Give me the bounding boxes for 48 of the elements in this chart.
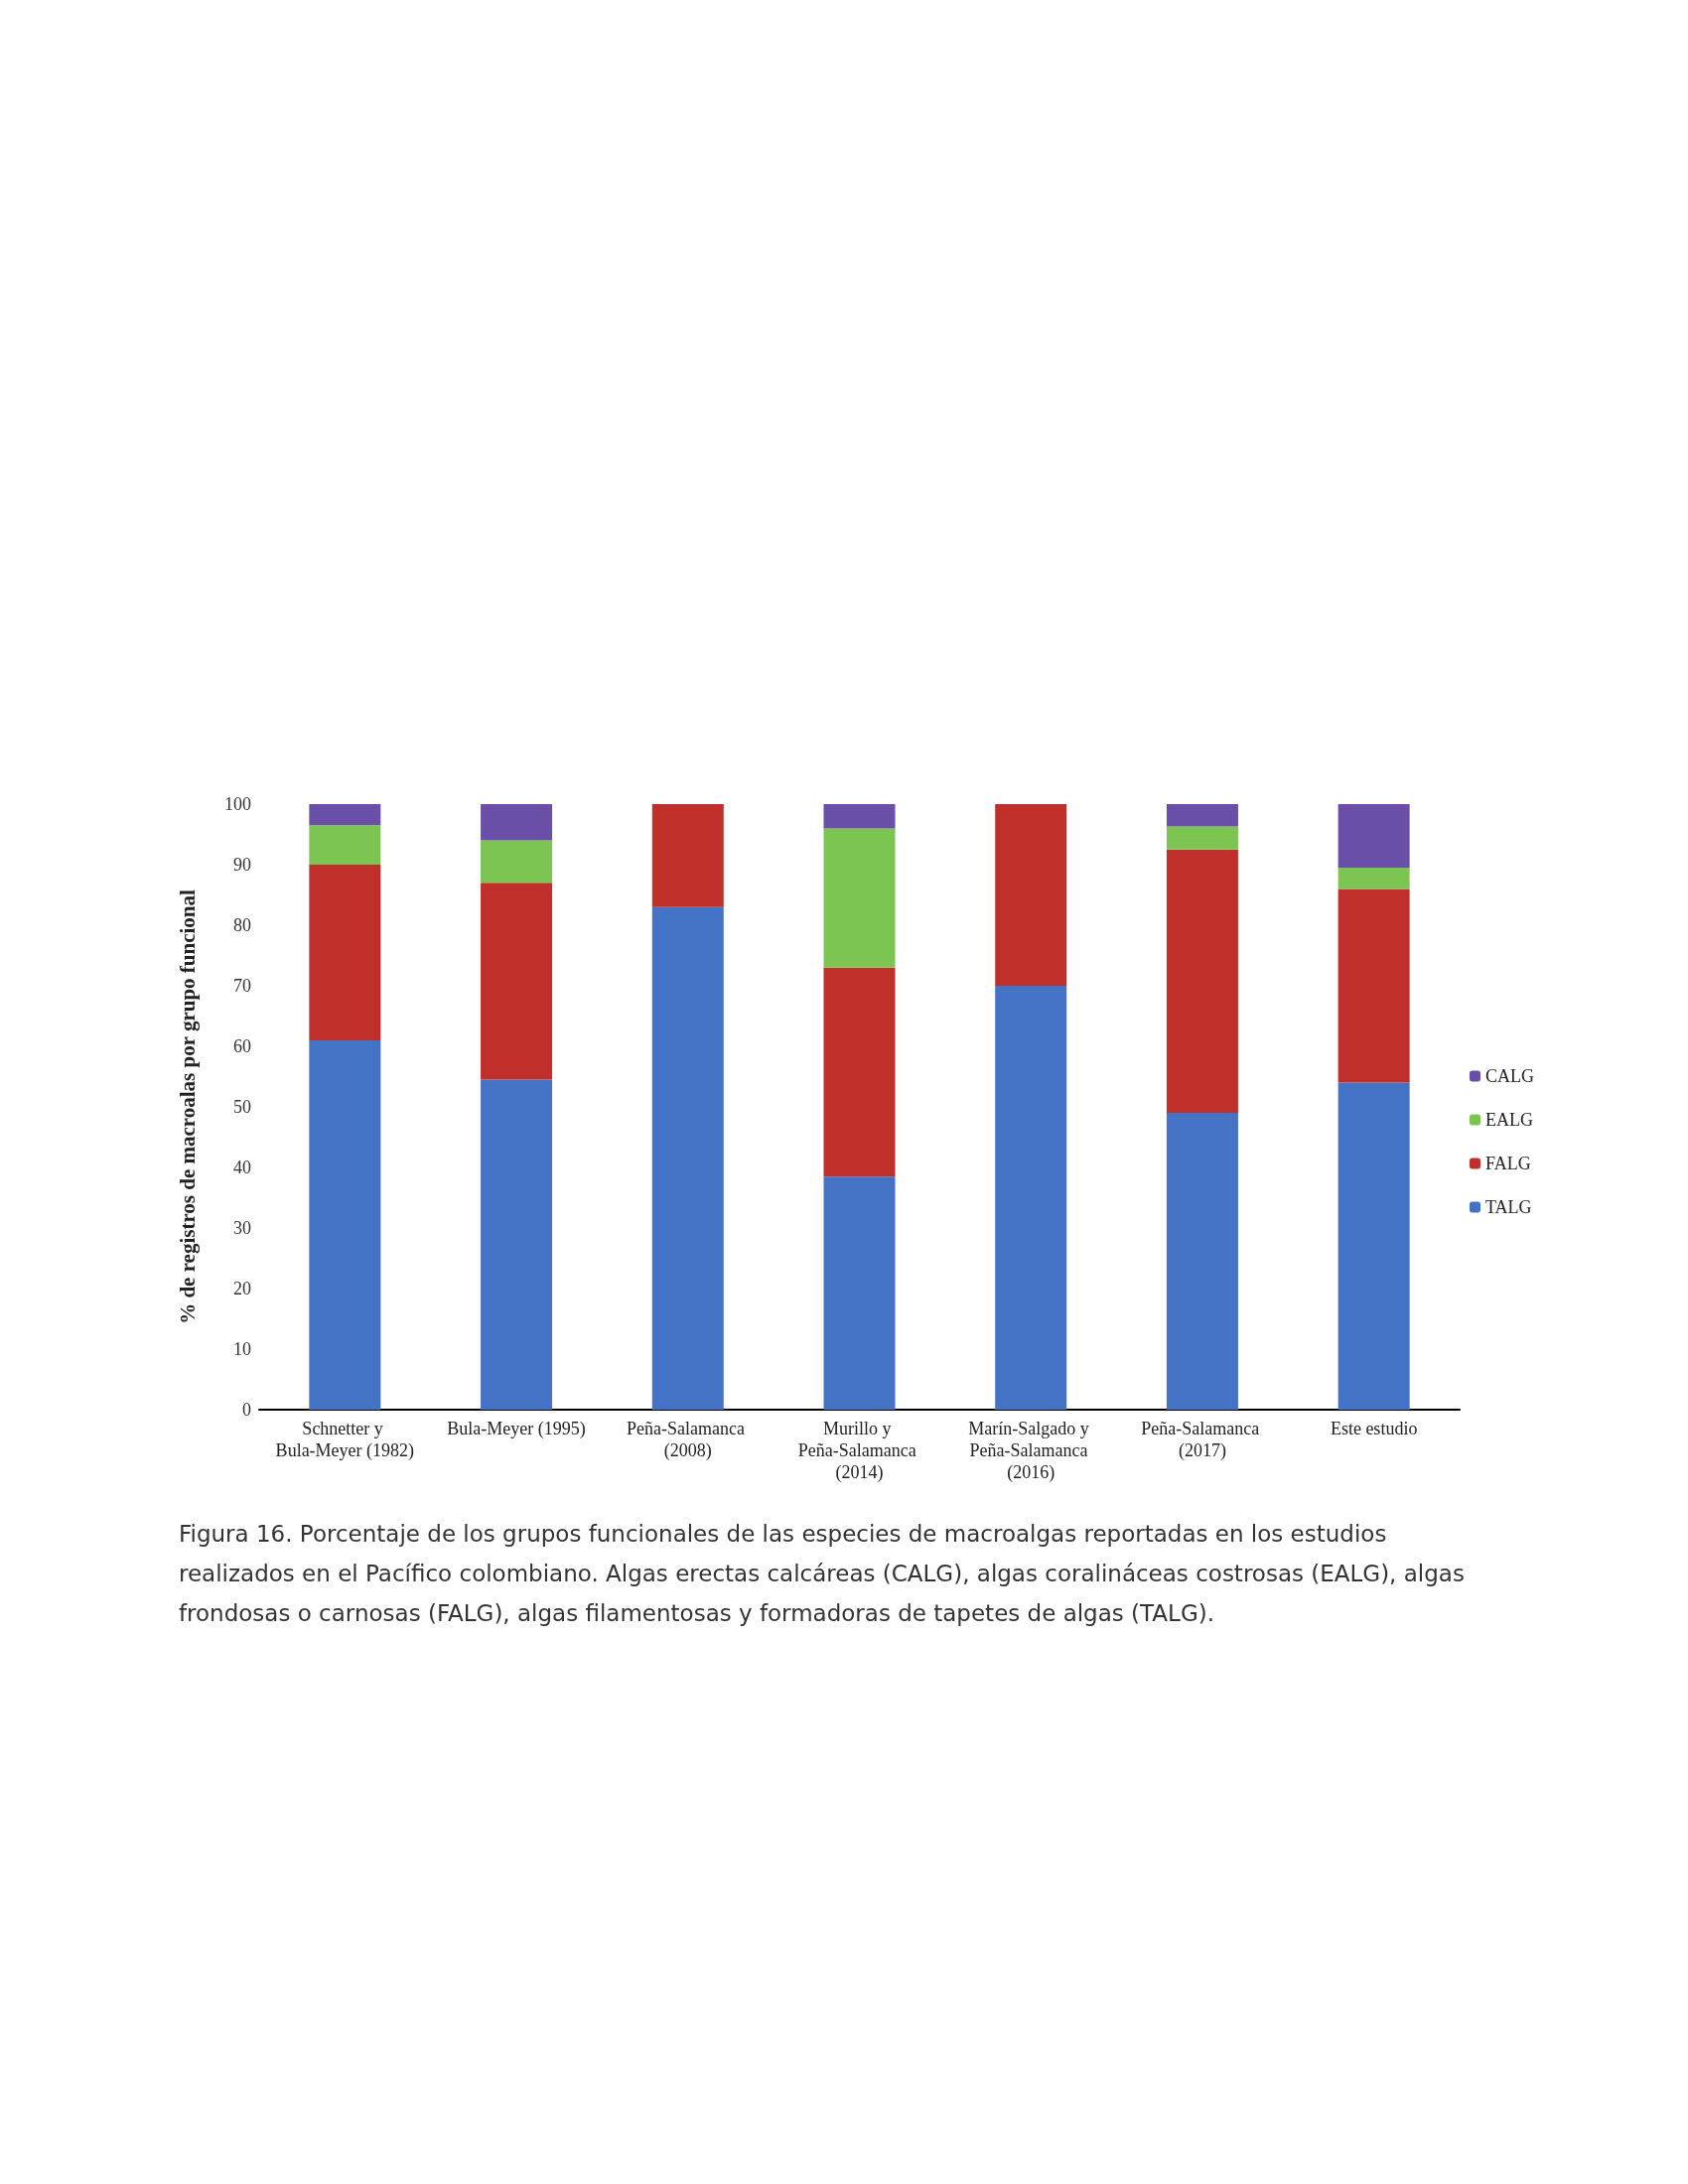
x-tick-label: Marín-Salgado y Peña-Salamanca (2016) [968,1419,1094,1483]
bar [823,828,896,968]
y-tick-label: 70 [233,976,251,996]
y-tick-label: 80 [233,915,251,935]
bar [823,967,896,1177]
y-tick-label: 20 [233,1279,251,1298]
bar [309,1039,381,1410]
y-tick-label: 40 [233,1158,251,1177]
legend-label: TALG [1485,1197,1532,1217]
bar [1166,826,1238,850]
bar [1166,804,1238,827]
bar [481,840,553,884]
x-tick-label: Peña-Salamanca (2017) [1141,1419,1264,1461]
bar [481,883,553,1080]
legend-label: CALG [1485,1066,1534,1086]
bar [1337,868,1410,889]
bar [651,804,724,907]
y-tick-label: 60 [233,1036,251,1056]
x-tick-label: Schnetter y Bula-Meyer (1982) [275,1419,415,1461]
x-tick-label: Murillo y Peña-Salamanca (2014) [797,1419,921,1483]
y-tick-label: 10 [233,1339,251,1359]
text: Figura 16. Porcentaje de los grupos funcionales de las especies de macroalgas reportadas en los estudios realizados en el Pacífico colombiano. Algas erectas calcáreas (CALG), algas coralináceas costrosas (EALG), algas frondosas o carnosas (FALG), algas filamentosas y formadoras de tapetes de algas (TALG). [179,1520,1466,1628]
x-tick-label: Bula-Meyer (1995) [447,1419,586,1439]
y-axis-title: % de registros de macroalas por grupo funcional [175,888,200,1324]
y-tick-label: 50 [233,1097,251,1117]
y-tick-label: 90 [233,855,251,875]
bar [1337,1082,1410,1410]
legend-label: FALG [1485,1154,1531,1173]
bar [309,804,381,826]
bar [823,1176,896,1410]
bar [995,804,1067,986]
bar [1166,1113,1238,1410]
x-tick-label: Peña-Salamanca (2008) [627,1419,750,1461]
bar [651,906,724,1410]
bar [1337,804,1410,869]
bar [1337,888,1410,1083]
bar [481,1079,553,1410]
x-tick-label: Este estudio [1330,1419,1418,1438]
y-tick-label: 100 [224,794,251,814]
bar [995,986,1067,1410]
bar [1166,849,1238,1114]
legend-label: EALG [1485,1110,1533,1130]
bar [309,825,381,865]
y-tick-label: 30 [233,1218,251,1238]
bar [309,865,381,1040]
bar [823,804,896,829]
y-tick-label: 0 [242,1400,251,1420]
bar [481,804,553,841]
